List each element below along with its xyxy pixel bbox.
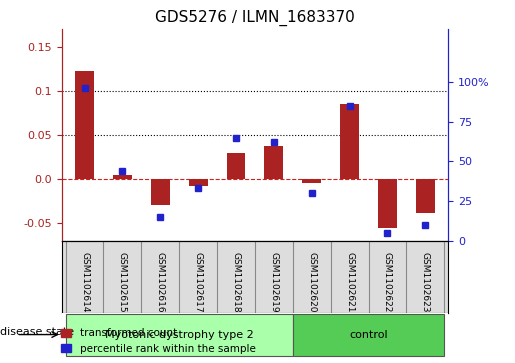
Text: GSM1102621: GSM1102621 xyxy=(345,252,354,312)
Legend: transformed count, percentile rank within the sample: transformed count, percentile rank withi… xyxy=(57,324,260,358)
Text: GSM1102622: GSM1102622 xyxy=(383,252,392,312)
FancyBboxPatch shape xyxy=(293,314,444,356)
Bar xyxy=(264,146,283,179)
Text: Myotonic dystrophy type 2: Myotonic dystrophy type 2 xyxy=(105,330,253,339)
Text: GSM1102620: GSM1102620 xyxy=(307,252,316,312)
Text: GSM1102615: GSM1102615 xyxy=(118,252,127,312)
Bar xyxy=(75,72,94,179)
Text: GSM1102616: GSM1102616 xyxy=(156,252,165,312)
Bar xyxy=(113,175,132,179)
Text: GSM1102618: GSM1102618 xyxy=(231,252,241,312)
Bar xyxy=(188,179,208,186)
Text: disease state: disease state xyxy=(0,327,74,337)
Bar xyxy=(378,179,397,228)
Bar xyxy=(151,179,170,205)
Title: GDS5276 / ILMN_1683370: GDS5276 / ILMN_1683370 xyxy=(155,10,355,26)
Bar xyxy=(340,104,359,179)
Text: GSM1102617: GSM1102617 xyxy=(194,252,202,312)
Text: GSM1102623: GSM1102623 xyxy=(421,252,430,312)
Bar xyxy=(302,179,321,183)
Text: GSM1102619: GSM1102619 xyxy=(269,252,279,312)
Bar xyxy=(416,179,435,213)
Text: GSM1102614: GSM1102614 xyxy=(80,252,89,312)
Bar xyxy=(227,152,246,179)
FancyBboxPatch shape xyxy=(65,314,293,356)
Text: control: control xyxy=(349,330,388,339)
